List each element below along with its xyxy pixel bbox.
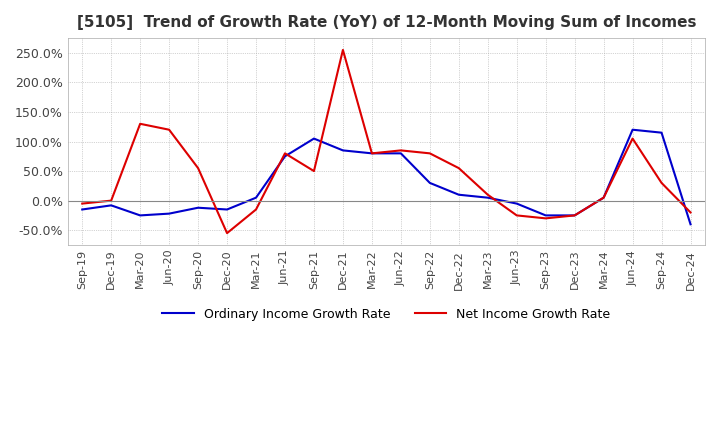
Net Income Growth Rate	[222, 231, 231, 236]
Net Income Growth Rate	[397, 148, 405, 153]
Title: [5105]  Trend of Growth Rate (YoY) of 12-Month Moving Sum of Incomes: [5105] Trend of Growth Rate (YoY) of 12-…	[76, 15, 696, 30]
Net Income Growth Rate	[629, 136, 637, 141]
Legend: Ordinary Income Growth Rate, Net Income Growth Rate: Ordinary Income Growth Rate, Net Income …	[157, 303, 616, 326]
Ordinary Income Growth Rate	[454, 192, 463, 198]
Net Income Growth Rate	[338, 47, 347, 52]
Ordinary Income Growth Rate	[426, 180, 434, 186]
Ordinary Income Growth Rate	[107, 203, 115, 208]
Net Income Growth Rate	[483, 192, 492, 198]
Net Income Growth Rate	[252, 207, 261, 212]
Ordinary Income Growth Rate	[368, 151, 377, 156]
Ordinary Income Growth Rate	[78, 207, 86, 212]
Ordinary Income Growth Rate	[338, 148, 347, 153]
Net Income Growth Rate	[686, 210, 695, 215]
Ordinary Income Growth Rate	[310, 136, 318, 141]
Net Income Growth Rate	[136, 121, 145, 126]
Net Income Growth Rate	[78, 201, 86, 206]
Net Income Growth Rate	[426, 151, 434, 156]
Ordinary Income Growth Rate	[629, 127, 637, 132]
Ordinary Income Growth Rate	[194, 205, 202, 210]
Ordinary Income Growth Rate	[570, 213, 579, 218]
Ordinary Income Growth Rate	[599, 195, 608, 200]
Net Income Growth Rate	[570, 213, 579, 218]
Ordinary Income Growth Rate	[252, 195, 261, 200]
Net Income Growth Rate	[541, 216, 550, 221]
Ordinary Income Growth Rate	[513, 201, 521, 206]
Net Income Growth Rate	[165, 127, 174, 132]
Line: Net Income Growth Rate: Net Income Growth Rate	[82, 50, 690, 233]
Ordinary Income Growth Rate	[222, 207, 231, 212]
Line: Ordinary Income Growth Rate: Ordinary Income Growth Rate	[82, 130, 690, 224]
Net Income Growth Rate	[599, 195, 608, 200]
Ordinary Income Growth Rate	[686, 222, 695, 227]
Net Income Growth Rate	[281, 151, 289, 156]
Ordinary Income Growth Rate	[165, 211, 174, 216]
Net Income Growth Rate	[513, 213, 521, 218]
Ordinary Income Growth Rate	[541, 213, 550, 218]
Net Income Growth Rate	[454, 165, 463, 171]
Ordinary Income Growth Rate	[136, 213, 145, 218]
Net Income Growth Rate	[368, 151, 377, 156]
Ordinary Income Growth Rate	[397, 151, 405, 156]
Net Income Growth Rate	[107, 198, 115, 203]
Net Income Growth Rate	[657, 180, 666, 186]
Net Income Growth Rate	[194, 165, 202, 171]
Ordinary Income Growth Rate	[483, 195, 492, 200]
Net Income Growth Rate	[310, 169, 318, 174]
Ordinary Income Growth Rate	[657, 130, 666, 136]
Ordinary Income Growth Rate	[281, 154, 289, 159]
